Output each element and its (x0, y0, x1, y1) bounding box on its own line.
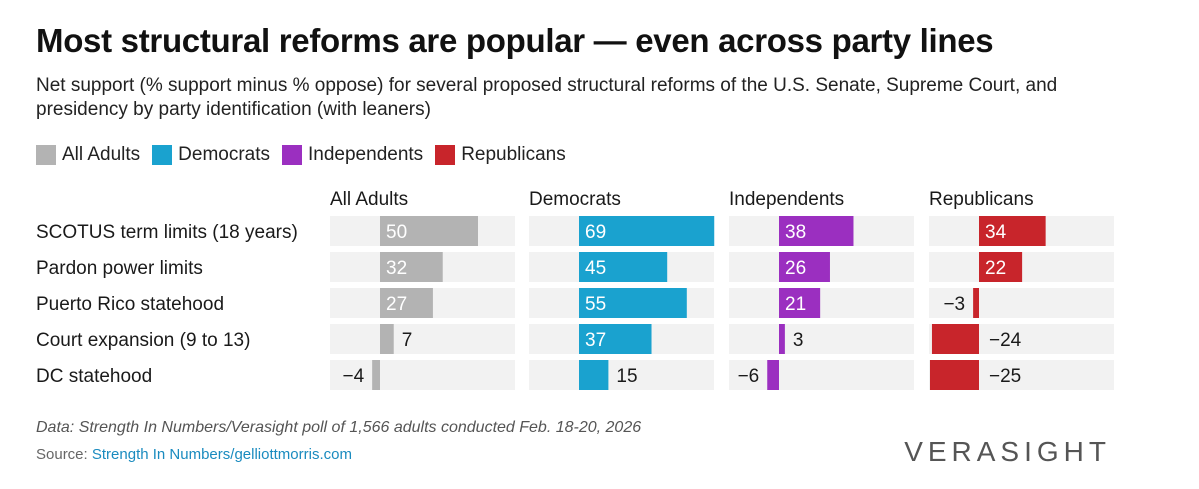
category-label-pardon-power-limits: Pardon power limits (36, 258, 203, 279)
legend-item-independents: Independents (282, 144, 423, 166)
bar-republicans-scotus-term-limits-18-years (979, 216, 1046, 246)
bar-democrats-court-expansion-9-to-13 (579, 324, 652, 354)
legend: All Adults Democrats Independents Republ… (36, 144, 578, 166)
bar-track-independents-4 (729, 360, 914, 390)
category-label-dc-statehood: DC statehood (36, 366, 152, 387)
data-label-all-adults-dc-statehood: −4 (342, 366, 364, 387)
bar-democrats-puerto-rico-statehood (579, 288, 687, 318)
category-label-scotus-term-limits-18-years: SCOTUS term limits (18 years) (36, 222, 298, 243)
data-label-independents-puerto-rico-statehood: 21 (785, 294, 806, 315)
bar-independents-scotus-term-limits-18-years (779, 216, 854, 246)
bar-track-all-adults-3 (330, 324, 515, 354)
data-label-independents-court-expansion-9-to-13: 3 (793, 330, 804, 351)
legend-item-republicans: Republicans (435, 144, 566, 166)
data-label-all-adults-puerto-rico-statehood: 27 (386, 294, 407, 315)
data-label-democrats-court-expansion-9-to-13: 37 (585, 330, 606, 351)
category-label-puerto-rico-statehood: Puerto Rico statehood (36, 294, 224, 315)
legend-item-all-adults: All Adults (36, 144, 140, 166)
bar-republicans-pardon-power-limits (979, 252, 1023, 282)
legend-swatch-all-adults (36, 145, 56, 165)
bar-independents-puerto-rico-statehood (779, 288, 821, 318)
bar-track-all-adults-4 (330, 360, 515, 390)
legend-swatch-republicans (435, 145, 456, 165)
legend-swatch-democrats (152, 145, 173, 165)
verasight-logo: VERASIGHT (904, 436, 1111, 467)
bar-republicans-court-expansion-9-to-13 (931, 324, 979, 354)
data-label-all-adults-court-expansion-9-to-13: 7 (402, 330, 413, 351)
legend-label-republicans: Republicans (461, 144, 566, 165)
bar-track-republicans-2 (929, 288, 1114, 318)
data-label-democrats-dc-statehood: 15 (616, 366, 637, 387)
legend-label-democrats: Democrats (178, 144, 271, 165)
data-label-independents-pardon-power-limits: 26 (785, 258, 806, 279)
data-label-republicans-puerto-rico-statehood: −3 (943, 294, 965, 315)
data-label-independents-scotus-term-limits-18-years: 38 (785, 222, 806, 243)
footer-data-note: Data: Strength In Numbers/Verasight poll… (36, 419, 642, 436)
data-label-all-adults-scotus-term-limits-18-years: 50 (386, 222, 407, 243)
source-prefix: Source: (36, 446, 92, 463)
data-label-republicans-court-expansion-9-to-13: −24 (989, 330, 1022, 351)
bar-track-independents-2 (729, 288, 914, 318)
bar-all-adults-dc-statehood (372, 360, 380, 390)
bar-independents-court-expansion-9-to-13 (779, 324, 785, 354)
category-label-court-expansion-9-to-13: Court expansion (9 to 13) (36, 330, 250, 351)
bar-track-independents-3 (729, 324, 914, 354)
data-label-republicans-pardon-power-limits: 22 (985, 258, 1006, 279)
panel-header-democrats: Democrats (529, 189, 621, 210)
data-label-democrats-pardon-power-limits: 45 (585, 258, 606, 279)
data-label-independents-dc-statehood: −6 (738, 366, 760, 387)
data-label-republicans-dc-statehood: −25 (989, 366, 1021, 387)
data-label-democrats-puerto-rico-statehood: 55 (585, 294, 606, 315)
bar-all-adults-puerto-rico-statehood (380, 288, 433, 318)
legend-label-independents: Independents (308, 144, 424, 165)
bar-democrats-dc-statehood (579, 360, 609, 390)
bar-independents-pardon-power-limits (779, 252, 830, 282)
bar-all-adults-scotus-term-limits-18-years (380, 216, 478, 246)
footer-source: Source: Strength In Numbers/gelliottmorr… (36, 446, 352, 463)
panel-header-all-adults: All Adults (330, 189, 408, 210)
bar-republicans-dc-statehood (930, 360, 979, 390)
bar-democrats-pardon-power-limits (579, 252, 668, 282)
panel-header-independents: Independents (729, 189, 844, 210)
chart-title: Most structural reforms are popular — ev… (36, 22, 994, 59)
data-label-democrats-scotus-term-limits-18-years: 69 (585, 222, 606, 243)
bar-all-adults-pardon-power-limits (380, 252, 443, 282)
legend-item-democrats: Democrats (152, 144, 270, 166)
bar-independents-dc-statehood (767, 360, 779, 390)
panel-header-republicans: Republicans (929, 189, 1034, 210)
bar-republicans-puerto-rico-statehood (973, 288, 979, 318)
legend-label-all-adults: All Adults (62, 144, 141, 165)
bar-all-adults-court-expansion-9-to-13 (380, 324, 394, 354)
bar-track-democrats-4 (529, 360, 714, 390)
data-label-republicans-scotus-term-limits-18-years: 34 (985, 222, 1007, 243)
chart-subtitle: Net support (% support minus % oppose) f… (36, 75, 1058, 120)
source-link[interactable]: Strength In Numbers/gelliottmorris.com (91, 446, 352, 463)
legend-swatch-independents (282, 145, 303, 165)
data-label-all-adults-pardon-power-limits: 32 (386, 258, 407, 279)
bar-democrats-scotus-term-limits-18-years (579, 216, 715, 246)
